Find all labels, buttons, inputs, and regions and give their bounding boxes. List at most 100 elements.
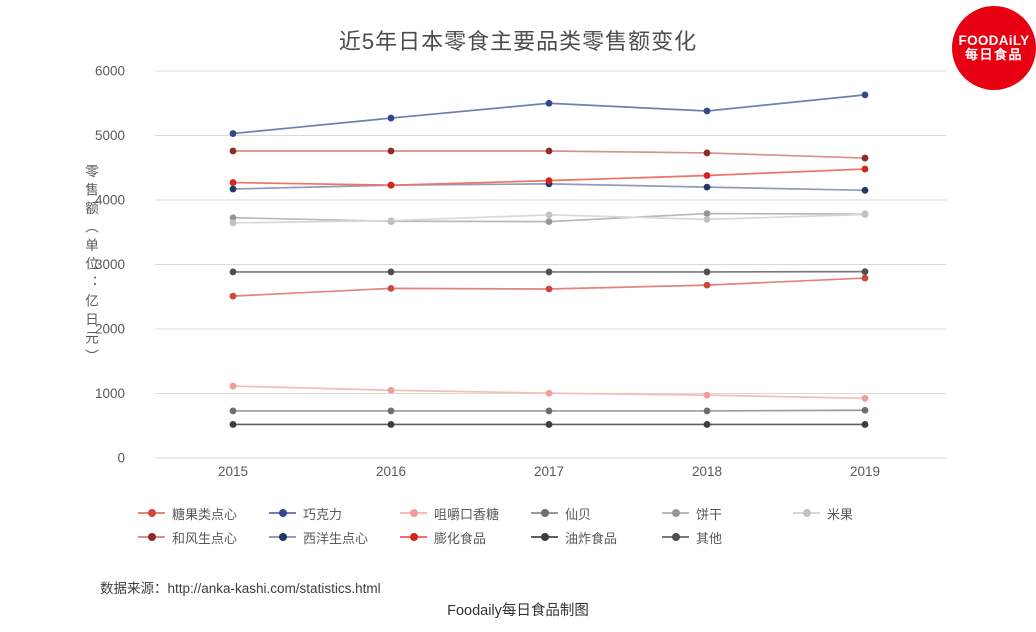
series-巧克力 bbox=[229, 91, 869, 137]
series-其他 bbox=[229, 268, 869, 276]
data-point[interactable] bbox=[387, 268, 395, 276]
legend-item-和风生点心[interactable]: 和风生点心 bbox=[138, 526, 269, 548]
x-tick-label: 2015 bbox=[218, 464, 248, 479]
data-point[interactable] bbox=[861, 211, 869, 218]
data-point[interactable] bbox=[545, 285, 553, 293]
series-仙贝 bbox=[229, 406, 869, 415]
data-point[interactable] bbox=[229, 421, 237, 428]
data-point[interactable] bbox=[387, 147, 395, 155]
data-point[interactable] bbox=[703, 183, 711, 191]
data-point[interactable] bbox=[861, 406, 869, 414]
legend-item-咀嚼口香糖[interactable]: 咀嚼口香糖 bbox=[400, 502, 531, 524]
legend-swatch-icon bbox=[400, 533, 427, 541]
data-source-label: 数据来源： bbox=[100, 581, 168, 596]
data-point[interactable] bbox=[703, 215, 711, 223]
y-tick-label: 1000 bbox=[95, 386, 125, 401]
legend-label: 仙贝 bbox=[565, 506, 592, 522]
data-point[interactable] bbox=[703, 391, 711, 399]
data-point[interactable] bbox=[703, 107, 711, 115]
data-point[interactable] bbox=[703, 268, 711, 276]
legend-item-米果[interactable]: 米果 bbox=[793, 502, 924, 524]
data-point[interactable] bbox=[545, 421, 553, 428]
legend-label: 膨化食品 bbox=[434, 530, 487, 546]
series-咀嚼口香糖 bbox=[229, 382, 869, 402]
x-tick-label: 2017 bbox=[534, 464, 564, 479]
line-chart-svg: 0 1000 2000 3000 4000 5000 6000 2015 2016 2017 201… bbox=[95, 64, 946, 479]
data-point[interactable] bbox=[861, 274, 869, 282]
logo-text-foodaily: FOODAiLY bbox=[958, 32, 1030, 48]
data-point[interactable] bbox=[861, 268, 869, 275]
legend-item-巧克力[interactable]: 巧克力 bbox=[269, 502, 400, 524]
data-point[interactable] bbox=[703, 281, 711, 289]
data-point[interactable] bbox=[387, 284, 395, 292]
data-point[interactable] bbox=[387, 421, 395, 428]
data-point[interactable] bbox=[861, 421, 869, 428]
legend-label: 糖果类点心 bbox=[172, 506, 238, 522]
series-米果 bbox=[229, 211, 869, 227]
data-point[interactable] bbox=[545, 268, 553, 276]
legend-item-油炸食品[interactable]: 油炸食品 bbox=[531, 526, 662, 548]
x-tick-label: 2018 bbox=[692, 464, 722, 479]
data-point[interactable] bbox=[545, 218, 553, 226]
chart-legend: 糖果类点心 巧克力 咀嚼口香糖 仙贝 饼干 米果和风生点心 西洋生点心 膨化食品 油炸食品 其他 bbox=[138, 502, 938, 548]
data-point[interactable] bbox=[387, 217, 395, 225]
y-tick-label: 4000 bbox=[95, 193, 125, 208]
data-point[interactable] bbox=[545, 389, 553, 397]
data-point[interactable] bbox=[387, 181, 395, 189]
data-point[interactable] bbox=[703, 210, 711, 217]
data-point[interactable] bbox=[703, 149, 711, 157]
data-point[interactable] bbox=[229, 292, 237, 300]
data-point[interactable] bbox=[229, 179, 237, 186]
data-point[interactable] bbox=[861, 154, 869, 162]
data-point[interactable] bbox=[861, 394, 869, 402]
legend-swatch-icon bbox=[138, 509, 165, 517]
data-point[interactable] bbox=[703, 421, 711, 428]
page-title: 近5年日本零食主要品类零售额变化 bbox=[338, 29, 698, 54]
data-point[interactable] bbox=[229, 130, 237, 137]
logo-text-cn: 每日食品 bbox=[964, 47, 1023, 63]
data-point[interactable] bbox=[387, 407, 395, 415]
data-point[interactable] bbox=[861, 165, 869, 173]
series-油炸食品 bbox=[229, 421, 869, 428]
legend-label: 饼干 bbox=[696, 506, 723, 522]
legend-swatch-icon bbox=[400, 509, 427, 517]
data-point[interactable] bbox=[229, 214, 237, 222]
data-point[interactable] bbox=[387, 386, 395, 394]
legend-swatch-icon bbox=[269, 509, 296, 517]
legend-swatch-icon bbox=[531, 533, 558, 541]
x-tick-label: 2019 bbox=[850, 464, 880, 479]
data-point[interactable] bbox=[861, 91, 869, 99]
data-point[interactable] bbox=[387, 114, 395, 122]
data-point[interactable] bbox=[229, 382, 237, 390]
data-point[interactable] bbox=[545, 407, 553, 415]
data-source-url: http://anka-kashi.com/statistics.html bbox=[167, 581, 381, 596]
legend-item-西洋生点心[interactable]: 西洋生点心 bbox=[269, 526, 400, 548]
legend-item-糖果类点心[interactable]: 糖果类点心 bbox=[138, 502, 269, 524]
y-axis-title: 零售额（单位：亿日元） bbox=[83, 164, 98, 368]
data-point[interactable] bbox=[861, 186, 869, 194]
data-source-line: 数据来源：http://anka-kashi.com/statistics.ht… bbox=[100, 577, 381, 597]
data-point[interactable] bbox=[703, 172, 711, 179]
x-tick-label: 2016 bbox=[376, 464, 406, 479]
data-point[interactable] bbox=[229, 268, 237, 276]
legend-swatch-icon bbox=[793, 509, 820, 517]
legend-item-其他[interactable]: 其他 bbox=[662, 526, 793, 548]
legend-swatch-icon bbox=[531, 509, 558, 517]
legend-item-膨化食品[interactable]: 膨化食品 bbox=[400, 526, 531, 548]
data-point[interactable] bbox=[703, 407, 711, 415]
legend-label: 和风生点心 bbox=[172, 530, 238, 546]
legend-label: 米果 bbox=[827, 506, 854, 522]
data-point[interactable] bbox=[229, 147, 237, 155]
legend-swatch-icon bbox=[269, 533, 296, 541]
data-point[interactable] bbox=[229, 219, 237, 227]
data-point[interactable] bbox=[229, 185, 237, 193]
data-point[interactable] bbox=[545, 177, 553, 185]
y-tick-label: 2000 bbox=[95, 322, 125, 337]
data-point[interactable] bbox=[545, 211, 553, 219]
legend-item-饼干[interactable]: 饼干 bbox=[662, 502, 793, 524]
data-point[interactable] bbox=[545, 147, 553, 155]
y-tick-label: 0 bbox=[117, 451, 125, 466]
legend-item-仙贝[interactable]: 仙贝 bbox=[531, 502, 662, 524]
data-point[interactable] bbox=[229, 407, 237, 415]
data-point[interactable] bbox=[545, 99, 553, 107]
